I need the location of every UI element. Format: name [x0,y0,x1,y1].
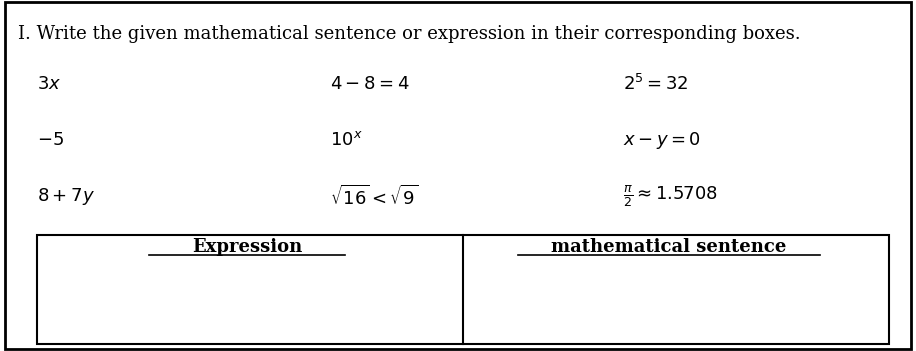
Text: $x-y=0$: $x-y=0$ [623,130,701,151]
Text: $3x$: $3x$ [37,75,60,93]
Bar [37,235,889,344]
Text: $\frac{\pi}{2}\approx 1.5708$: $\frac{\pi}{2}\approx 1.5708$ [623,184,718,210]
Text: I. Write the given mathematical sentence or expression in their corresponding bo: I. Write the given mathematical sentence… [18,25,801,42]
Text: Expression: Expression [192,238,302,257]
Text: $8+7y$: $8+7y$ [37,186,94,207]
Text: $2^5=32$: $2^5=32$ [623,74,688,94]
Text: $10^x$: $10^x$ [330,131,363,150]
Text: $4-8=4$: $4-8=4$ [330,75,409,93]
Text: $-5$: $-5$ [37,131,63,150]
Text: $\sqrt{16}<\sqrt{9}$: $\sqrt{16}<\sqrt{9}$ [330,185,418,208]
Text: mathematical sentence: mathematical sentence [551,238,786,257]
